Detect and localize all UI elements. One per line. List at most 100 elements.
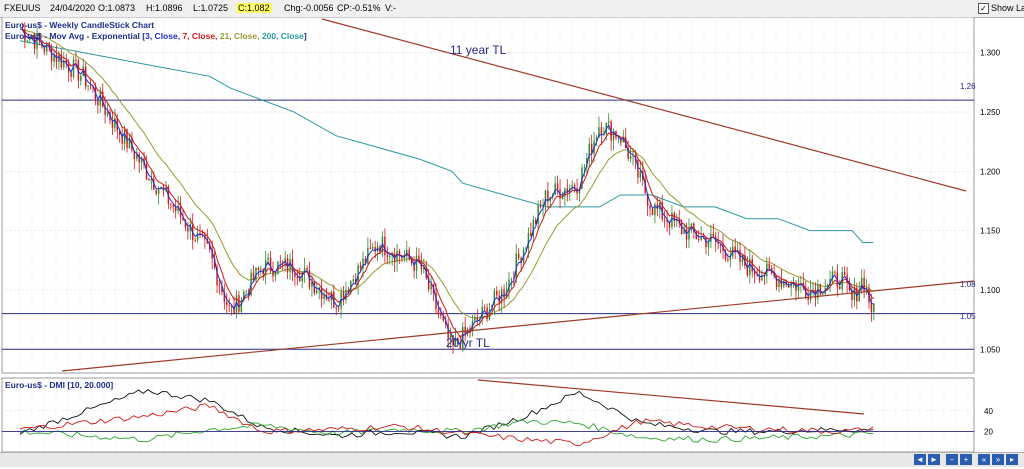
candle-body <box>303 268 306 273</box>
candle-body <box>822 293 824 295</box>
candle-body <box>571 185 573 189</box>
ema21-path <box>20 28 875 319</box>
zoom-in-icon[interactable]: + <box>960 454 972 465</box>
candle-body <box>337 308 340 310</box>
candle-body <box>306 268 308 271</box>
level-126-label: 1.26 <box>960 82 976 91</box>
candle-body <box>299 278 301 282</box>
candle-body <box>136 154 138 159</box>
change-label: Chg:-0.0056 <box>284 3 334 13</box>
candle-body <box>785 280 788 286</box>
scroll-right-icon[interactable]: ► <box>928 454 940 465</box>
candle-body <box>281 261 284 263</box>
last-icon[interactable]: » <box>992 454 1004 465</box>
end-icon[interactable]: ▸ <box>1006 454 1018 465</box>
show-last-checkbox[interactable]: ✓ <box>978 3 989 14</box>
candle-body <box>272 271 274 277</box>
close-label: C:1.082 <box>236 3 272 13</box>
candle-body <box>639 171 642 178</box>
candle-body <box>464 326 466 334</box>
candle-body <box>807 297 809 300</box>
candle-body <box>187 227 189 232</box>
scroll-left-icon[interactable]: ◄ <box>914 454 926 465</box>
candle-body <box>148 179 150 181</box>
candle-body <box>170 203 172 205</box>
candle-body <box>123 129 126 144</box>
candle-body <box>452 335 454 346</box>
bottom-scroll-bar[interactable]: ◄ ► − + « » ▸ <box>0 452 1024 467</box>
price-y-tick: 1.200 <box>980 167 1001 176</box>
candle-body <box>588 143 590 158</box>
candle-body <box>469 328 471 332</box>
candle-body <box>462 326 464 349</box>
candle-body <box>279 261 282 263</box>
candle-body <box>809 289 812 300</box>
zoom-out-icon[interactable]: − <box>946 454 958 465</box>
price-y-tick: 1.100 <box>980 286 1001 295</box>
candle-body <box>595 137 598 141</box>
candle-body <box>126 129 128 148</box>
upper-trendline <box>321 18 967 192</box>
dmi-y-tick: 20 <box>984 427 993 436</box>
candle-body <box>800 283 802 284</box>
candle-body <box>111 120 114 128</box>
ma-legend-21: 21, Close, <box>220 31 260 41</box>
candle-body <box>858 289 860 302</box>
dmi-trendline <box>477 379 865 415</box>
candle-body <box>133 150 136 159</box>
candle-body <box>860 277 863 290</box>
chart-area[interactable]: 11 year TL 20 yr TL 1.26 1.08 1.05 Euro-… <box>0 17 1024 469</box>
candle-body <box>398 250 401 256</box>
candle-body <box>520 257 522 263</box>
candle-body <box>654 204 656 216</box>
candle-body <box>150 178 153 181</box>
first-icon[interactable]: « <box>978 454 990 465</box>
candle-body <box>38 33 41 42</box>
candle-body <box>488 309 491 320</box>
candle-body <box>233 307 235 314</box>
candle-body <box>865 288 868 293</box>
lower-trendline-label: 20 yr TL <box>446 336 490 350</box>
candle-body <box>389 255 391 257</box>
candle-body <box>89 85 92 87</box>
dmi-di-path <box>19 418 874 443</box>
candle-body <box>374 247 376 252</box>
date-label: 24/04/2020 <box>50 3 96 13</box>
candle-body <box>651 208 654 216</box>
candle-body <box>843 272 846 275</box>
candle-body <box>656 204 659 210</box>
candle-body <box>260 269 262 271</box>
candle-body <box>106 111 109 116</box>
candle-body <box>323 294 325 299</box>
candle-body <box>819 284 822 295</box>
candle-body <box>63 60 65 68</box>
candle-body <box>447 324 449 339</box>
candle-body <box>666 219 668 223</box>
candle-body <box>289 259 291 272</box>
candle-body <box>182 217 184 221</box>
high-label: H:1.0896 <box>146 3 183 13</box>
candle-body <box>43 47 46 52</box>
toolbar: FXEUUS 24/04/2020 O:1.0873 H:1.0896 L:1.… <box>0 0 1024 18</box>
candle-body <box>347 289 350 293</box>
candle-body <box>459 343 462 349</box>
candle-body <box>697 238 700 240</box>
candle-body <box>157 189 160 194</box>
candle-body <box>751 259 753 272</box>
candle-body <box>729 256 732 260</box>
candle-body <box>301 272 303 282</box>
candle-body <box>746 266 749 276</box>
candle-body <box>622 137 625 143</box>
candle-body <box>496 290 498 296</box>
candle-body <box>586 157 588 167</box>
show-last-label[interactable]: Show Last <box>991 3 1024 13</box>
candle-body <box>826 284 829 289</box>
candle-body <box>510 278 513 280</box>
candle-body <box>846 274 848 284</box>
candle-body <box>486 307 488 320</box>
candle-body <box>211 249 213 259</box>
upper-trendline-label: 11 year TL <box>450 43 507 57</box>
candle-body <box>712 233 715 237</box>
candle-body <box>97 99 99 106</box>
candle-body <box>29 37 31 40</box>
